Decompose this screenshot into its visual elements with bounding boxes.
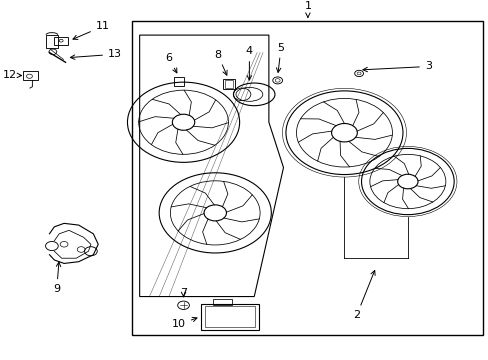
Text: 8: 8 — [214, 50, 226, 75]
Text: 10: 10 — [172, 318, 197, 329]
Text: 11: 11 — [73, 21, 109, 40]
Bar — [22, 71, 38, 80]
Bar — [222, 79, 234, 89]
Text: 6: 6 — [165, 53, 177, 73]
Bar — [204, 306, 255, 327]
Text: 1: 1 — [304, 1, 311, 17]
Bar — [46, 35, 58, 48]
Text: 9: 9 — [53, 262, 61, 294]
Text: 7: 7 — [180, 288, 187, 298]
Text: 4: 4 — [245, 46, 252, 80]
Bar — [224, 80, 232, 88]
Text: 2: 2 — [352, 270, 374, 320]
Bar — [54, 37, 68, 45]
Text: 12: 12 — [3, 70, 21, 80]
Bar — [173, 77, 183, 86]
Bar — [212, 299, 232, 305]
Text: 3: 3 — [362, 62, 431, 72]
Bar — [200, 303, 259, 330]
Text: 5: 5 — [276, 42, 284, 72]
Bar — [132, 21, 483, 335]
Text: 13: 13 — [70, 49, 122, 59]
